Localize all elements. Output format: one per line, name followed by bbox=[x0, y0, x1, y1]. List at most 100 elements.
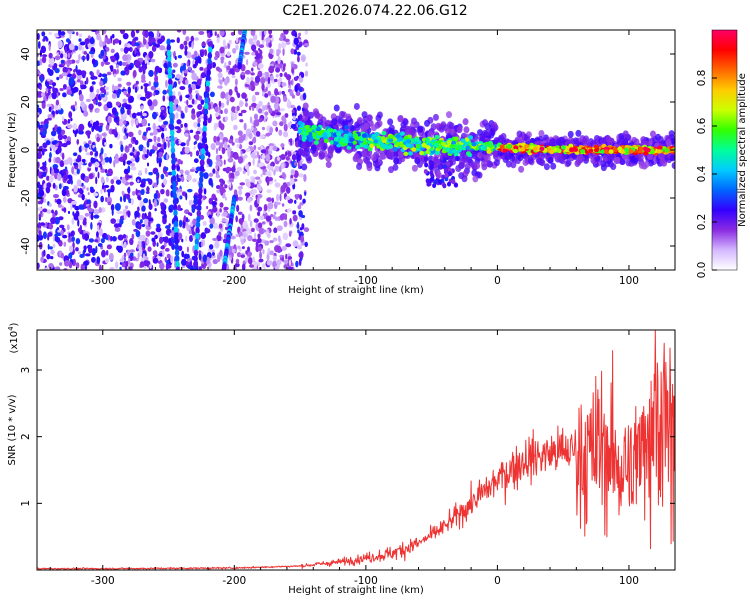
spectrogram-cell bbox=[147, 127, 151, 131]
spectrogram-cell bbox=[225, 166, 231, 171]
spectrogram-cell bbox=[90, 72, 94, 77]
spectrogram-cell bbox=[275, 126, 279, 132]
spectrogram-streak bbox=[171, 163, 176, 171]
spectrogram-cell bbox=[275, 201, 281, 206]
spectrogram-cell bbox=[260, 149, 267, 154]
spectrogram-cell bbox=[243, 122, 247, 131]
spectrogram-cell bbox=[45, 175, 50, 181]
spectrogram-cell bbox=[123, 194, 127, 203]
spectrogram-cell bbox=[218, 231, 222, 237]
spectrogram-cell bbox=[124, 127, 127, 134]
spectrogram-cell bbox=[434, 134, 440, 140]
spectrogram-cell bbox=[482, 145, 488, 150]
spectrogram-cell bbox=[128, 95, 135, 103]
spectrogram-cell bbox=[317, 119, 324, 127]
spectrogram-cell bbox=[387, 118, 394, 126]
spectrogram-cell bbox=[290, 104, 296, 109]
spectrogram-cell bbox=[493, 137, 500, 145]
spectrogram-cell bbox=[270, 213, 274, 218]
spectrogram-cell bbox=[268, 65, 275, 74]
spectrogram-cell bbox=[148, 217, 154, 222]
spectrogram-cell bbox=[69, 32, 72, 40]
spectrogram-cell bbox=[232, 113, 238, 121]
spectrogram-cell bbox=[40, 45, 47, 54]
spectrogram-cell bbox=[110, 218, 117, 224]
spectrogram-cell bbox=[257, 62, 264, 69]
spectrogram-cell bbox=[257, 260, 260, 267]
spectrogram-cell bbox=[227, 157, 234, 163]
spectrogram-cell bbox=[148, 69, 154, 77]
spectrogram-cell bbox=[232, 47, 237, 54]
spectrogram-cell bbox=[275, 74, 279, 78]
spectrogram-cell bbox=[229, 180, 232, 189]
spectrogram-cell bbox=[575, 129, 582, 137]
spectrogram-cell bbox=[105, 124, 110, 131]
spectrogram-cell bbox=[59, 53, 64, 59]
spectrogram-cell bbox=[633, 138, 640, 146]
spectrogram-streak bbox=[166, 49, 172, 57]
spectrogram-cell bbox=[120, 70, 126, 76]
spectrogram-cell bbox=[122, 54, 128, 62]
spectrogram-cell bbox=[257, 233, 261, 239]
spectrogram-cell bbox=[268, 143, 275, 147]
spectrogram-cell bbox=[176, 30, 182, 33]
spectrogram-cell bbox=[297, 244, 302, 250]
spectrogram-cell bbox=[62, 66, 68, 73]
spectrogram-cell bbox=[139, 183, 146, 188]
spectrogram-cell bbox=[297, 115, 300, 121]
spectrogram-cell bbox=[165, 79, 168, 88]
spectrogram-cell bbox=[149, 132, 154, 136]
spectrogram-cell bbox=[138, 144, 144, 152]
spectrogram-cell bbox=[212, 252, 215, 256]
spectrogram-cell bbox=[193, 146, 196, 150]
spectrogram-cell bbox=[37, 53, 40, 57]
spectrogram-cell bbox=[260, 31, 265, 37]
spectrogram-cell bbox=[395, 142, 401, 147]
spectrogram-cell bbox=[119, 218, 124, 225]
chart-title: C2E1.2026.074.22.06.G12 bbox=[282, 3, 467, 19]
spectrogram-cell bbox=[114, 116, 119, 121]
spectrogram-cell bbox=[244, 164, 248, 170]
spectrogram-cell bbox=[94, 161, 100, 168]
spectrogram-cell bbox=[206, 205, 209, 210]
spectrogram-cell bbox=[265, 231, 269, 235]
spectrogram-cell bbox=[424, 119, 431, 127]
spectrogram-streak bbox=[172, 198, 178, 206]
spectrogram-cell bbox=[290, 174, 294, 180]
spectrogram-cell bbox=[178, 245, 183, 252]
spectrogram-streak bbox=[171, 169, 177, 177]
spectrogram-cell bbox=[505, 160, 512, 168]
spectrogram-cell bbox=[70, 105, 74, 110]
spectrogram-streak bbox=[207, 52, 213, 60]
spectrogram-streak bbox=[208, 46, 213, 54]
spectrogram-cell bbox=[281, 245, 287, 251]
spectrogram-cell bbox=[241, 238, 244, 245]
spectrogram-cell bbox=[283, 123, 288, 132]
spectrogram-cell bbox=[244, 69, 251, 75]
spectrogram-cell bbox=[165, 137, 171, 141]
spectrogram-cell bbox=[227, 151, 231, 158]
spectrogram-cell bbox=[224, 78, 228, 86]
spectrogram-cell bbox=[292, 210, 297, 215]
spectrogram-cell bbox=[173, 98, 179, 105]
spectrogram-cell bbox=[222, 136, 229, 144]
spectrogram-cell bbox=[90, 212, 94, 221]
spectrogram-cell bbox=[50, 249, 55, 255]
spectrogram-cell bbox=[414, 157, 421, 165]
spectrogram-cell bbox=[131, 112, 137, 119]
spectrogram-cell bbox=[269, 75, 274, 82]
spectrogram-cell bbox=[146, 238, 150, 245]
spectrogram-cell bbox=[215, 66, 221, 72]
spectrogram-cell bbox=[212, 237, 218, 242]
spectrogram-cell bbox=[177, 91, 181, 97]
spectrogram-cell bbox=[403, 135, 409, 141]
spectrogram-cell bbox=[156, 178, 159, 186]
spectrogram-cell bbox=[599, 137, 606, 145]
spectrogram-streak bbox=[172, 181, 177, 188]
spectrogram-cell bbox=[208, 172, 214, 177]
spectrogram-cell bbox=[253, 61, 258, 67]
spectrogram-cell bbox=[218, 223, 223, 229]
spectrogram-cell bbox=[100, 147, 104, 155]
spectrogram-cell bbox=[107, 115, 112, 124]
spectrogram-cell bbox=[323, 138, 329, 144]
